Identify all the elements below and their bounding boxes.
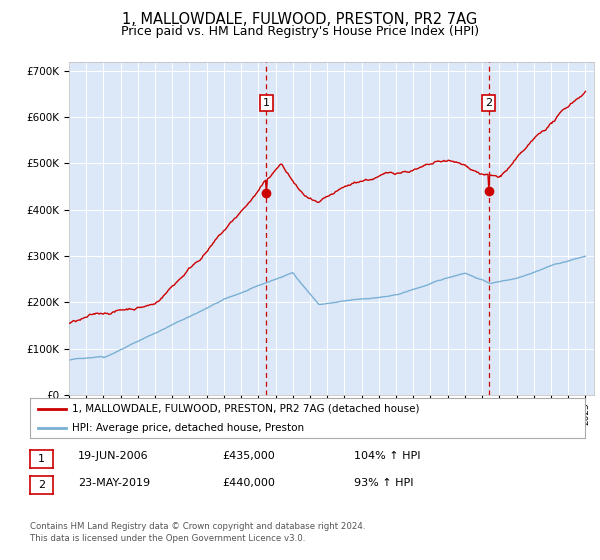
Text: 1: 1 (263, 98, 270, 108)
Text: 1, MALLOWDALE, FULWOOD, PRESTON, PR2 7AG: 1, MALLOWDALE, FULWOOD, PRESTON, PR2 7AG (122, 12, 478, 27)
Text: £440,000: £440,000 (222, 478, 275, 488)
Text: This data is licensed under the Open Government Licence v3.0.: This data is licensed under the Open Gov… (30, 534, 305, 543)
Text: £435,000: £435,000 (222, 451, 275, 461)
Text: HPI: Average price, detached house, Preston: HPI: Average price, detached house, Pres… (71, 423, 304, 433)
Text: 23-MAY-2019: 23-MAY-2019 (78, 478, 150, 488)
Text: Price paid vs. HM Land Registry's House Price Index (HPI): Price paid vs. HM Land Registry's House … (121, 25, 479, 38)
Text: 104% ↑ HPI: 104% ↑ HPI (354, 451, 421, 461)
Text: 2: 2 (485, 98, 493, 108)
Text: 1, MALLOWDALE, FULWOOD, PRESTON, PR2 7AG (detached house): 1, MALLOWDALE, FULWOOD, PRESTON, PR2 7AG… (71, 404, 419, 414)
Text: 19-JUN-2006: 19-JUN-2006 (78, 451, 149, 461)
Text: 2: 2 (38, 480, 45, 490)
Text: Contains HM Land Registry data © Crown copyright and database right 2024.: Contains HM Land Registry data © Crown c… (30, 522, 365, 531)
Text: 1: 1 (38, 454, 45, 464)
Text: 93% ↑ HPI: 93% ↑ HPI (354, 478, 413, 488)
